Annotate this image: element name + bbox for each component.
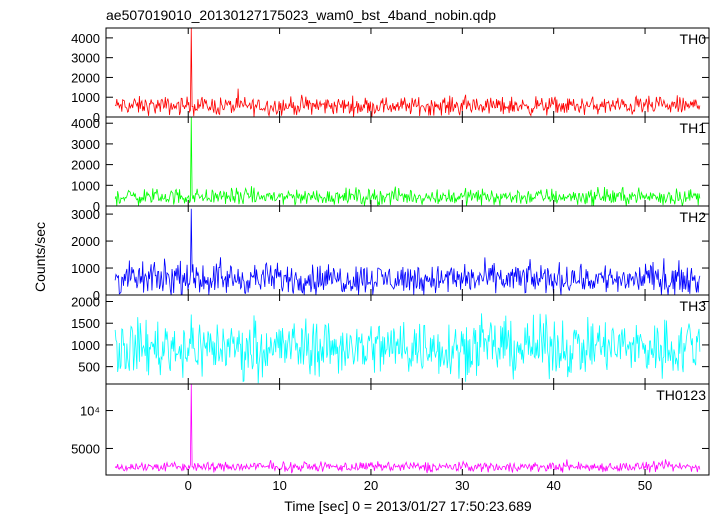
y-tick-label: 0 <box>93 199 100 214</box>
y-tick-label: 4000 <box>71 31 100 46</box>
y-tick-label: 0 <box>93 288 100 303</box>
panel-th3: 500 1000 1500 2000 TH3 <box>71 294 710 385</box>
y-tick-label: 10⁴ <box>80 404 100 419</box>
x-tick-label: 10 <box>272 478 286 493</box>
series-label: TH3 <box>680 298 707 314</box>
panel-th2: 0 1000 2000 3000 TH2 <box>71 205 710 303</box>
series-label: TH0 <box>680 31 707 47</box>
y-tick-label: 2000 <box>71 70 100 85</box>
y-tick-label: 5000 <box>71 441 100 456</box>
panel-th1: 0 1000 2000 3000 4000 TH1 <box>71 116 710 214</box>
y-tick-label: 1000 <box>71 338 100 353</box>
series-label: TH0123 <box>656 387 706 403</box>
y-tick-label: 3000 <box>71 137 100 152</box>
chart-title: ae507019010_20130127175023_wam0_bst_4ban… <box>106 7 496 23</box>
series-line-th0 <box>114 27 701 118</box>
y-tick-label: 1000 <box>71 90 100 105</box>
y-tick-label: 500 <box>78 360 100 375</box>
series-line-th3 <box>114 313 701 384</box>
panel-th0123: 5000 10⁴ TH0123 <box>71 383 710 476</box>
y-tick-label: 1000 <box>71 178 100 193</box>
y-tick-label: 2000 <box>71 158 100 173</box>
y-tick-label: 1000 <box>71 261 100 276</box>
y-tick-label: 3000 <box>71 51 100 66</box>
x-tick-label: 20 <box>364 478 378 493</box>
panel-frame <box>105 383 710 476</box>
series-line-th1 <box>114 116 701 207</box>
x-tick-label: 30 <box>455 478 469 493</box>
y-tick-label: 3000 <box>71 207 100 222</box>
series-label: TH1 <box>680 120 707 136</box>
x-tick-label: 50 <box>638 478 652 493</box>
y-tick-label: 2000 <box>71 295 100 310</box>
y-tick-label: 4000 <box>71 116 100 131</box>
series-line-th0123 <box>114 383 701 474</box>
x-tick-label: 0 <box>185 478 192 493</box>
x-tick-label: 40 <box>546 478 560 493</box>
series-line-th2 <box>114 208 701 296</box>
y-tick-label: 2000 <box>71 234 100 249</box>
panel-th0: 0 1000 2000 3000 4000 TH0 <box>71 27 710 125</box>
y-tick-label: 1500 <box>71 316 100 331</box>
series-label: TH2 <box>680 209 707 225</box>
x-axis-label: Time [sec] 0 = 2013/01/27 17:50:23.689 <box>284 498 532 514</box>
y-axis-label: Counts/sec <box>32 222 48 292</box>
y-tick-label: 0 <box>93 110 100 125</box>
